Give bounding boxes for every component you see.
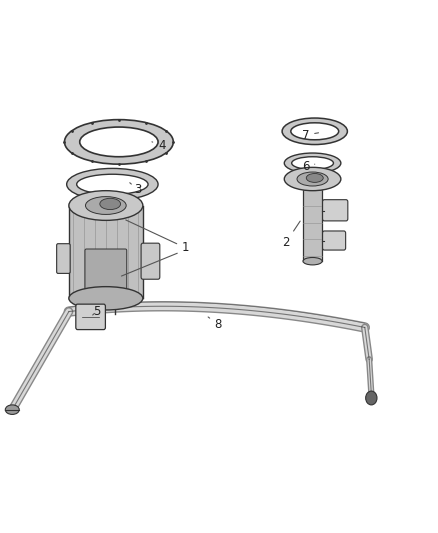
Text: 6: 6 bbox=[302, 160, 315, 173]
FancyBboxPatch shape bbox=[57, 244, 70, 273]
Text: 3: 3 bbox=[130, 183, 141, 196]
FancyBboxPatch shape bbox=[322, 200, 348, 221]
Ellipse shape bbox=[85, 197, 126, 214]
Ellipse shape bbox=[69, 191, 143, 220]
Circle shape bbox=[366, 391, 377, 405]
FancyBboxPatch shape bbox=[303, 179, 322, 261]
FancyBboxPatch shape bbox=[69, 206, 143, 298]
Ellipse shape bbox=[5, 405, 19, 415]
Ellipse shape bbox=[297, 172, 328, 186]
Ellipse shape bbox=[100, 198, 120, 209]
Ellipse shape bbox=[284, 167, 341, 191]
Ellipse shape bbox=[306, 174, 323, 182]
Ellipse shape bbox=[292, 157, 333, 169]
Text: 4: 4 bbox=[152, 139, 166, 152]
FancyBboxPatch shape bbox=[322, 231, 346, 250]
FancyBboxPatch shape bbox=[141, 243, 160, 279]
Ellipse shape bbox=[69, 287, 143, 310]
FancyBboxPatch shape bbox=[76, 304, 106, 329]
Ellipse shape bbox=[67, 168, 158, 200]
Ellipse shape bbox=[64, 119, 173, 164]
Ellipse shape bbox=[282, 118, 347, 144]
Text: 1: 1 bbox=[126, 220, 190, 254]
Ellipse shape bbox=[291, 123, 339, 140]
Ellipse shape bbox=[77, 174, 148, 195]
Text: 7: 7 bbox=[302, 128, 318, 141]
Text: 8: 8 bbox=[208, 317, 222, 332]
Ellipse shape bbox=[284, 153, 341, 173]
Ellipse shape bbox=[303, 257, 322, 265]
Text: 2: 2 bbox=[282, 221, 300, 249]
Text: 5: 5 bbox=[93, 305, 100, 318]
FancyBboxPatch shape bbox=[85, 249, 127, 289]
Ellipse shape bbox=[80, 127, 158, 157]
